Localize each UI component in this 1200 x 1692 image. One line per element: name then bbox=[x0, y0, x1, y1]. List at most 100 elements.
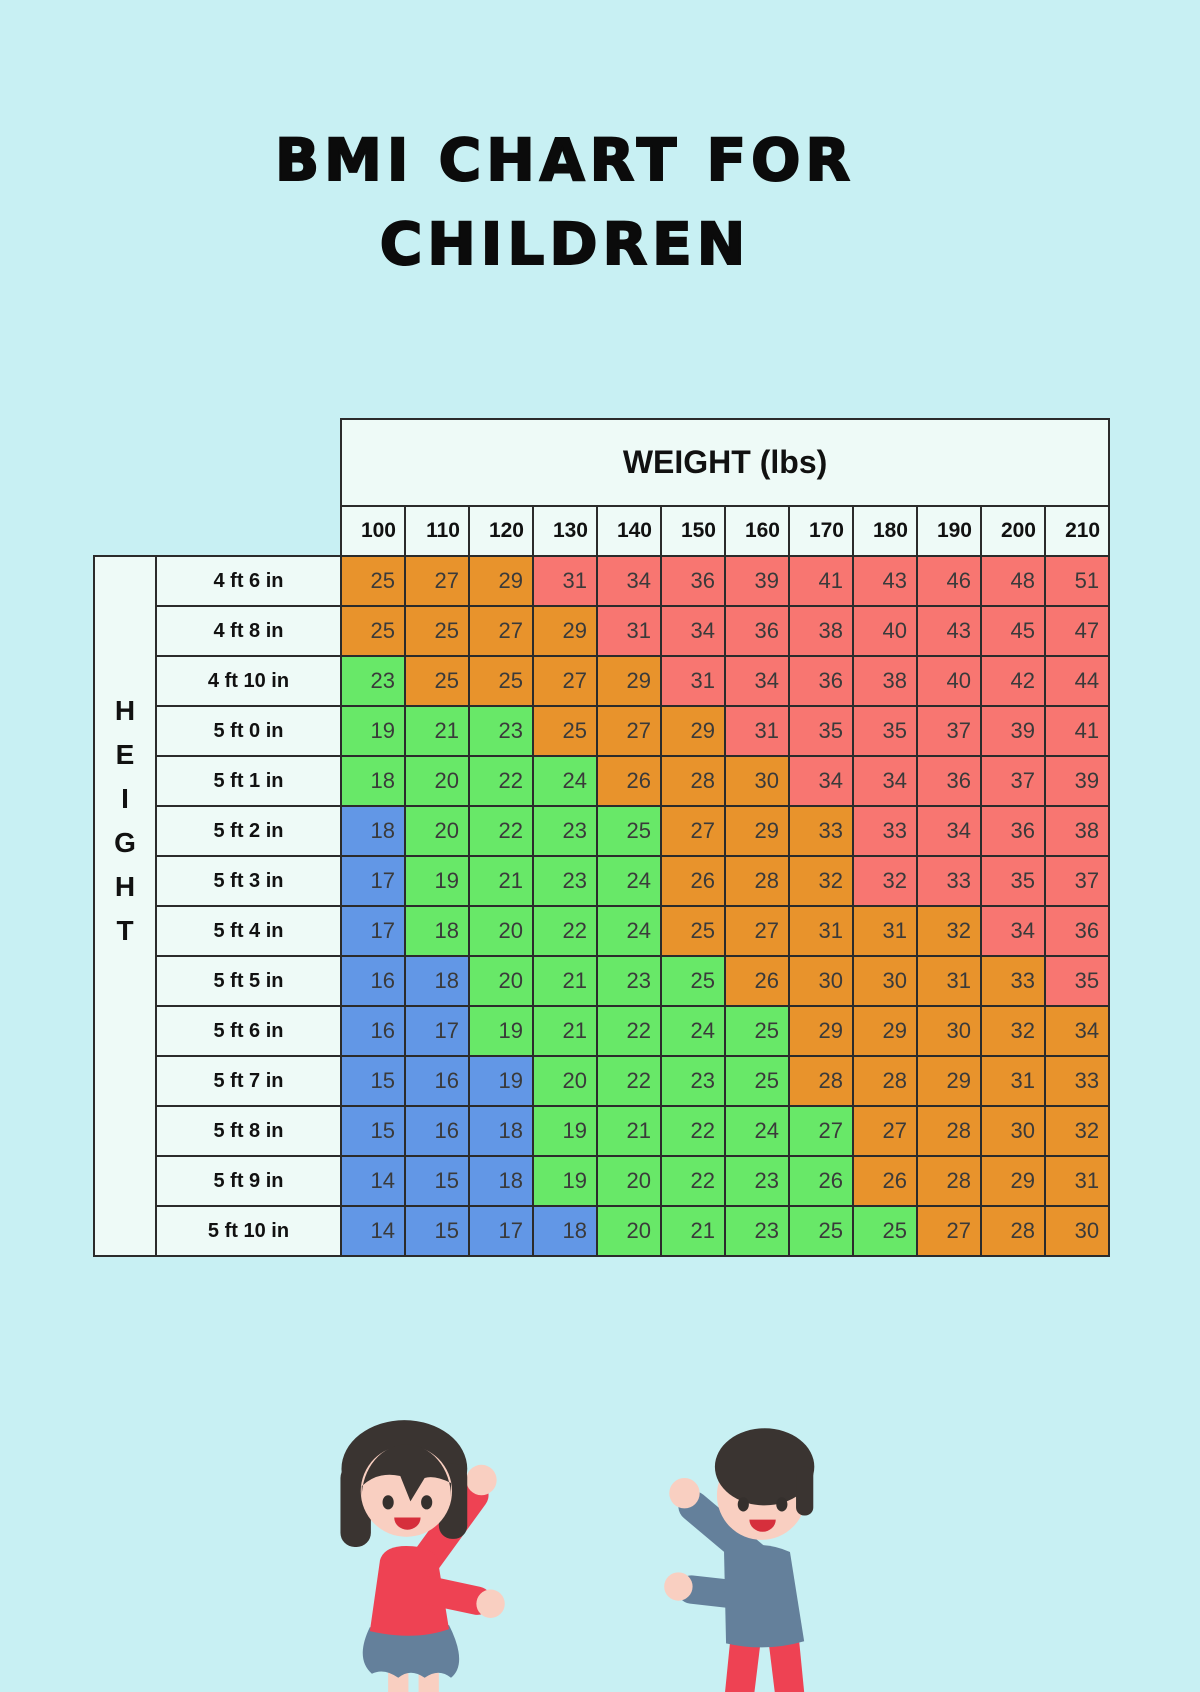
bmi-cell: 18 bbox=[468, 1155, 534, 1207]
bmi-cell: 22 bbox=[468, 755, 534, 807]
height-row-label: 4 ft 8 in bbox=[155, 605, 342, 657]
weight-axis-title: WEIGHT (lbs) bbox=[339, 418, 1111, 507]
bmi-cell: 19 bbox=[532, 1155, 598, 1207]
boy-head bbox=[714, 1428, 815, 1540]
bmi-cell: 27 bbox=[724, 905, 790, 957]
bmi-cell: 17 bbox=[340, 855, 406, 907]
bmi-cell: 29 bbox=[532, 605, 598, 657]
bmi-cell: 31 bbox=[532, 555, 598, 607]
bmi-cell: 29 bbox=[596, 655, 662, 707]
bmi-cell: 33 bbox=[916, 855, 982, 907]
bmi-cell: 29 bbox=[916, 1055, 982, 1107]
bmi-cell: 19 bbox=[468, 1005, 534, 1057]
height-row-label: 5 ft 0 in bbox=[155, 705, 342, 757]
bmi-cell: 28 bbox=[660, 755, 726, 807]
bmi-cell: 37 bbox=[916, 705, 982, 757]
bmi-cell: 31 bbox=[660, 655, 726, 707]
bmi-cell: 25 bbox=[660, 955, 726, 1007]
bmi-cell: 22 bbox=[596, 1005, 662, 1057]
bmi-cell: 36 bbox=[660, 555, 726, 607]
bmi-cell: 34 bbox=[852, 755, 918, 807]
boy-hand bbox=[669, 1477, 700, 1509]
bmi-cell: 31 bbox=[596, 605, 662, 657]
bmi-cell: 32 bbox=[980, 1005, 1046, 1057]
bmi-cell: 21 bbox=[404, 705, 470, 757]
bmi-cell: 21 bbox=[532, 955, 598, 1007]
bmi-cell: 27 bbox=[852, 1105, 918, 1157]
weight-column-header: 100 bbox=[340, 505, 406, 557]
weight-columns-row: 100 110 120 130 140 150 160 170 180 190 200 210 bbox=[94, 505, 1111, 557]
bmi-cell: 25 bbox=[404, 655, 470, 707]
bmi-cell: 30 bbox=[980, 1105, 1046, 1157]
bmi-cell: 34 bbox=[1043, 1005, 1111, 1057]
bmi-cell: 22 bbox=[660, 1155, 726, 1207]
bmi-cell: 32 bbox=[788, 855, 854, 907]
bmi-cell: 35 bbox=[852, 705, 918, 757]
bmi-cell: 39 bbox=[724, 555, 790, 607]
bmi-cell: 31 bbox=[916, 955, 982, 1007]
bmi-cell: 32 bbox=[1043, 1105, 1111, 1157]
bmi-cell: 38 bbox=[852, 655, 918, 707]
bmi-cell: 37 bbox=[980, 755, 1046, 807]
table-row: 5 ft 4 in 17 18 20 22 24 25 27 31 31 32 34 36 bbox=[94, 905, 1111, 957]
girl-eye bbox=[421, 1495, 433, 1510]
bmi-cell: 19 bbox=[468, 1055, 534, 1107]
bmi-cell: 15 bbox=[404, 1205, 470, 1257]
page-title: BMI CHART FOR CHILDREN bbox=[0, 118, 1130, 286]
bmi-cell: 20 bbox=[404, 755, 470, 807]
bmi-cell: 17 bbox=[404, 1005, 470, 1057]
bmi-cell: 22 bbox=[660, 1105, 726, 1157]
bmi-cell: 21 bbox=[468, 855, 534, 907]
bmi-table: WEIGHT (lbs) 100 110 120 130 140 150 160 170 180… bbox=[93, 418, 1111, 1257]
table-corner-spacer bbox=[94, 419, 341, 556]
bmi-cell: 17 bbox=[340, 905, 406, 957]
girl-hand bbox=[476, 1589, 505, 1618]
bmi-cell: 25 bbox=[468, 655, 534, 707]
bmi-cell: 33 bbox=[852, 805, 918, 857]
bmi-cell: 19 bbox=[404, 855, 470, 907]
girl-eye bbox=[382, 1495, 394, 1510]
bmi-cell: 26 bbox=[788, 1155, 854, 1207]
bmi-cell: 31 bbox=[980, 1055, 1046, 1107]
bmi-cell: 39 bbox=[1043, 755, 1111, 807]
bmi-cell: 16 bbox=[404, 1105, 470, 1157]
girl-skirt bbox=[362, 1625, 460, 1678]
bmi-cell: 27 bbox=[788, 1105, 854, 1157]
table-row: 5 ft 2 in 18 20 22 23 25 27 29 33 33 34 36 38 bbox=[94, 805, 1111, 857]
table-row: 5 ft 8 in 15 16 18 19 21 22 24 27 27 28 30 32 bbox=[94, 1105, 1111, 1157]
bmi-cell: 18 bbox=[404, 905, 470, 957]
bmi-cell: 14 bbox=[340, 1155, 406, 1207]
height-row-label: 5 ft 7 in bbox=[155, 1055, 342, 1107]
bmi-cell: 28 bbox=[916, 1155, 982, 1207]
bmi-cell: 22 bbox=[532, 905, 598, 957]
bmi-cell: 23 bbox=[724, 1205, 790, 1257]
bmi-cell: 30 bbox=[724, 755, 790, 807]
bmi-cell: 31 bbox=[852, 905, 918, 957]
bmi-cell: 51 bbox=[1043, 555, 1111, 607]
bmi-cell: 28 bbox=[916, 1105, 982, 1157]
bmi-cell: 18 bbox=[404, 955, 470, 1007]
bmi-cell: 27 bbox=[532, 655, 598, 707]
bmi-cell: 17 bbox=[468, 1205, 534, 1257]
girl-hand bbox=[466, 1464, 497, 1496]
table-row: 5 ft 0 in 19 21 23 25 27 29 31 35 35 37 39 41 bbox=[94, 705, 1111, 757]
bmi-cell: 34 bbox=[596, 555, 662, 607]
bmi-cell: 40 bbox=[916, 655, 982, 707]
bmi-cell: 36 bbox=[724, 605, 790, 657]
bmi-cell: 29 bbox=[660, 705, 726, 757]
weight-column-header: 120 bbox=[468, 505, 534, 557]
bmi-cell: 25 bbox=[340, 605, 406, 657]
bmi-cell: 32 bbox=[852, 855, 918, 907]
bmi-cell: 45 bbox=[980, 605, 1046, 657]
boy-eye bbox=[776, 1497, 788, 1512]
bmi-cell: 19 bbox=[532, 1105, 598, 1157]
bmi-cell: 30 bbox=[788, 955, 854, 1007]
bmi-cell: 23 bbox=[340, 655, 406, 707]
bmi-cell: 14 bbox=[340, 1205, 406, 1257]
bmi-cell: 34 bbox=[788, 755, 854, 807]
bmi-cell: 25 bbox=[724, 1055, 790, 1107]
bmi-cell: 18 bbox=[340, 805, 406, 857]
bmi-cell: 29 bbox=[852, 1005, 918, 1057]
bmi-cell: 28 bbox=[980, 1205, 1046, 1257]
